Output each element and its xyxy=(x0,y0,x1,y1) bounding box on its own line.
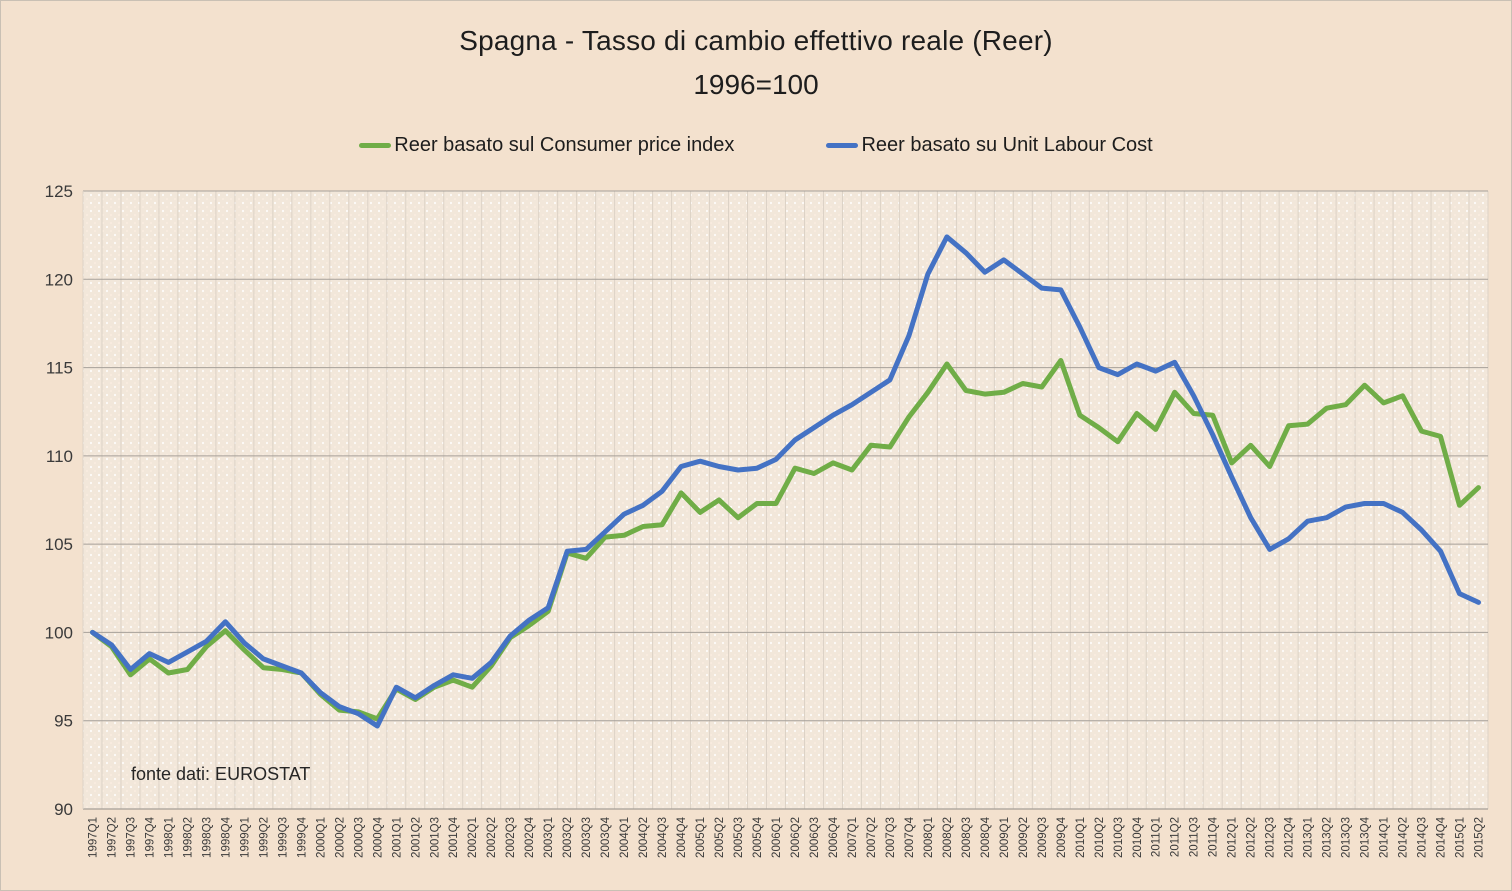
y-axis-tick-label: 125 xyxy=(45,182,73,201)
x-axis-tick-label: 2004Q1 xyxy=(619,817,631,858)
x-axis-tick-label: 2012Q4 xyxy=(1284,816,1296,858)
y-axis-tick-label: 110 xyxy=(46,447,73,466)
x-axis-tick-label: 2000Q2 xyxy=(334,817,346,858)
x-axis-tick-label: 2003Q1 xyxy=(543,817,555,858)
x-axis-tick-label: 2004Q3 xyxy=(657,817,669,858)
x-axis-tick-label: 2001Q1 xyxy=(391,817,403,858)
x-axis-tick-label: 2014Q3 xyxy=(1417,817,1429,858)
x-axis-tick-label: 2012Q1 xyxy=(1227,817,1239,858)
x-axis-tick-label: 2004Q2 xyxy=(638,817,650,858)
x-axis-tick-label: 2011Q4 xyxy=(1208,816,1220,857)
x-axis-tick-label: 2000Q3 xyxy=(353,817,365,858)
source-note: fonte dati: EUROSTAT xyxy=(131,764,311,784)
x-axis-tick-label: 1998Q2 xyxy=(182,817,194,858)
x-axis-tick-label: 2000Q4 xyxy=(372,816,384,858)
x-axis-tick-label: 2010Q4 xyxy=(1132,816,1144,858)
x-axis-tick-label: 1998Q4 xyxy=(220,816,232,858)
x-axis-tick-label: 1999Q3 xyxy=(277,817,289,858)
x-axis-tick-label: 2011Q3 xyxy=(1189,817,1201,857)
x-axis-tick-label: 2004Q4 xyxy=(676,816,688,858)
x-axis-tick-label: 2009Q4 xyxy=(1056,816,1068,858)
x-axis-tick-label: 2014Q4 xyxy=(1436,816,1448,858)
x-axis-tick-label: 2000Q1 xyxy=(315,817,327,858)
x-axis-tick-label: 2007Q4 xyxy=(904,816,916,858)
x-axis-tick-label: 2013Q1 xyxy=(1303,817,1315,858)
x-axis-tick-label: 2001Q3 xyxy=(429,817,441,858)
y-axis-labels: 90 95 100 105 110 115 120 125 xyxy=(45,182,73,819)
x-axis-tick-label: 1997Q3 xyxy=(125,817,137,858)
chart-title: Spagna - Tasso di cambio effettivo reale… xyxy=(459,25,1053,56)
x-axis-tick-label: 2008Q4 xyxy=(980,816,992,858)
x-axis-tick-label: 2005Q1 xyxy=(695,817,707,858)
y-axis-tick-label: 105 xyxy=(45,535,73,554)
x-axis-tick-label: 2002Q2 xyxy=(486,817,498,858)
x-axis-tick-label: 1999Q1 xyxy=(239,817,251,858)
x-axis-tick-label: 1999Q2 xyxy=(258,817,270,858)
x-axis-tick-label: 2001Q2 xyxy=(410,817,422,858)
x-axis-tick-label: 2007Q2 xyxy=(866,817,878,858)
x-axis-tick-label: 2010Q2 xyxy=(1094,817,1106,858)
x-axis-tick-label: 2013Q3 xyxy=(1341,817,1353,858)
x-axis-tick-label: 2002Q1 xyxy=(467,817,479,858)
x-axis-tick-label: 2008Q2 xyxy=(942,817,954,858)
x-axis-tick-label: 1998Q3 xyxy=(201,817,213,858)
chart-legend: Reer basato sul Consumer price index Ree… xyxy=(1,134,1511,157)
x-axis-tick-label: 2013Q2 xyxy=(1322,817,1334,858)
y-axis-tick-label: 120 xyxy=(45,270,73,289)
x-axis-tick-label: 2014Q1 xyxy=(1379,817,1391,858)
x-axis-tick-label: 1999Q4 xyxy=(296,816,308,858)
x-axis-tick-label: 2010Q1 xyxy=(1075,817,1087,858)
x-axis-tick-label: 2015Q1 xyxy=(1455,817,1467,858)
cpi-line-marker-icon xyxy=(359,143,392,148)
x-axis-tick-label: 2003Q3 xyxy=(581,817,593,858)
axes-lines xyxy=(82,191,1488,810)
x-axis-tick-label: 2011Q2 xyxy=(1170,817,1182,857)
x-axis-tick-label: 2005Q2 xyxy=(714,817,726,858)
legend-item-cpi[interactable]: Reer basato sul Consumer price index xyxy=(359,134,734,157)
x-axis-tick-label: 2010Q3 xyxy=(1113,817,1125,858)
x-axis-tick-label: 2009Q1 xyxy=(999,817,1011,858)
x-axis-tick-label: 2002Q3 xyxy=(505,817,517,858)
x-axis-tick-label: 2007Q3 xyxy=(885,817,897,858)
x-axis-labels: 1997Q1 1997Q2 1997Q3 1997Q4 1998Q1 1998Q2 1998… xyxy=(87,816,1485,858)
x-axis-tick-label: 2006Q3 xyxy=(809,817,821,858)
x-axis-tick-label: 1998Q1 xyxy=(163,817,175,858)
x-axis-tick-label: 2015Q2 xyxy=(1474,817,1486,858)
x-axis-tick-label: 2001Q4 xyxy=(448,816,460,858)
x-axis-tick-label: 2006Q2 xyxy=(790,817,802,858)
legend-item-ulc[interactable]: Reer basato su Unit Labour Cost xyxy=(826,134,1153,157)
x-axis-tick-label: 2003Q2 xyxy=(562,817,574,858)
ulc-line-marker-icon xyxy=(826,143,859,148)
chart-subtitle: 1996=100 xyxy=(693,69,819,100)
x-axis-tick-label: 2007Q1 xyxy=(847,817,859,858)
x-axis-tick-label: 2008Q3 xyxy=(961,817,973,858)
x-axis-tick-label: 2009Q3 xyxy=(1037,817,1049,858)
x-axis-tick-label: 2008Q1 xyxy=(923,817,935,858)
legend-label-ulc: Reer basato su Unit Labour Cost xyxy=(861,134,1153,156)
x-axis-tick-label: 2002Q4 xyxy=(524,816,536,858)
x-axis-tick-label: 2011Q1 xyxy=(1151,817,1163,857)
x-axis-tick-label: 2012Q3 xyxy=(1265,817,1277,858)
x-axis-tick-label: 2014Q2 xyxy=(1398,817,1410,858)
x-axis-tick-label: 2012Q2 xyxy=(1246,817,1258,858)
x-axis-tick-label: 2003Q4 xyxy=(600,816,612,858)
legend-label-cpi: Reer basato sul Consumer price index xyxy=(394,134,735,156)
x-axis-tick-label: 2005Q3 xyxy=(733,817,745,858)
x-axis-tick-label: 2013Q4 xyxy=(1360,816,1372,858)
series-line-ulc xyxy=(90,234,1481,729)
x-axis-tick-label: 2006Q1 xyxy=(771,817,783,858)
y-axis-tick-label: 100 xyxy=(45,623,73,642)
x-axis-tick-label: 2006Q4 xyxy=(828,816,840,858)
y-axis-tick-label: 115 xyxy=(46,359,73,378)
x-axis-tick-label: 1997Q4 xyxy=(144,816,156,858)
x-axis-tick-label: 1997Q2 xyxy=(106,817,118,858)
y-axis-tick-label: 90 xyxy=(54,800,73,819)
series-lines xyxy=(90,234,1481,729)
y-axis-tick-label: 95 xyxy=(54,712,73,731)
x-axis-tick-label: 2005Q4 xyxy=(752,816,764,858)
x-axis-tick-label: 2009Q2 xyxy=(1018,817,1030,858)
x-axis-tick-label: 1997Q1 xyxy=(87,817,99,858)
